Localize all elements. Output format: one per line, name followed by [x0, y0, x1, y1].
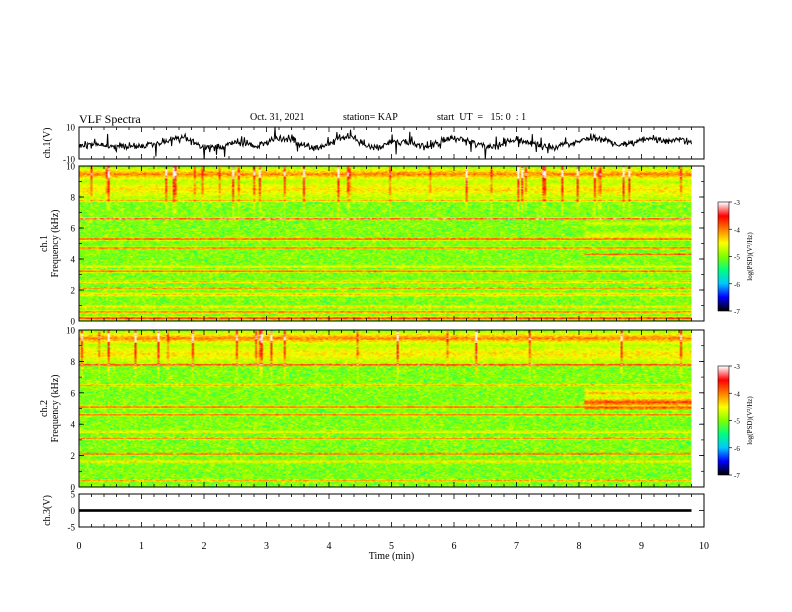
observation-date: Oct. 31, 2021 — [250, 112, 305, 123]
x-tick-label: 1 — [139, 541, 144, 552]
x-tick-label: 0 — [77, 541, 82, 552]
ch1-spectrogram-y-tick-label: 6 — [71, 224, 76, 234]
colorbar-tick-label: -3 — [734, 199, 740, 207]
ch2-spectrogram-y-tick-label: 10 — [66, 326, 76, 336]
ch1-waveform-trace — [78, 126, 692, 160]
ch2-spectrogram-y-tick-label: 4 — [71, 420, 76, 430]
figure-title: VLF Spectra — [79, 112, 141, 126]
x-tick-label: 2 — [202, 541, 207, 552]
ch3-waveform-band — [79, 509, 692, 512]
ch1-waveform-y-tick-label: -10 — [63, 155, 75, 165]
ch3-waveform-y-tick-label: -5 — [68, 523, 76, 533]
ch1-waveform-y-label: ch.1(V) — [42, 128, 53, 159]
ch2-spectrogram-y-tick-label: 2 — [71, 451, 76, 461]
ch2-spectrogram-y-tick-label: 8 — [71, 357, 76, 367]
x-tick-label: 9 — [639, 541, 644, 552]
ch1-spectrogram-y-tick-label: 8 — [71, 193, 76, 203]
ch2-spectrogram-y-tick-label: 0 — [71, 483, 76, 493]
ch1-spectrogram-y-tick-label: 10 — [66, 162, 76, 172]
x-tick-label: 10 — [699, 541, 709, 552]
station-label: station= KAP — [343, 112, 398, 123]
ch3-waveform-y-label: ch.3(V) — [42, 495, 53, 526]
ch1-colorbar: -3 -4 -5 -6 -7 log(PSD)(V²/Hz) — [717, 199, 754, 316]
colorbar-label: log(PSD)(V²/Hz) — [746, 396, 754, 445]
ch1-waveform-y-tick-label: 10 — [66, 123, 76, 133]
colorbar-tick-label: -7 — [734, 308, 740, 316]
colorbar-tick-label: -3 — [734, 363, 740, 371]
x-tick-label: 5 — [389, 541, 394, 552]
x-tick-label: 3 — [264, 541, 269, 552]
colorbar-tick-label: -6 — [734, 281, 740, 289]
ch2-spectrogram-y-tick-label: 6 — [71, 388, 76, 398]
x-tick-label: 4 — [327, 541, 332, 552]
ch1-spectrogram-y-tick-label: 2 — [71, 286, 76, 296]
ch1-colorbar-gradient — [718, 202, 729, 311]
start-ut-label: start UT = 15: 0 : 1 — [437, 112, 527, 123]
colorbar-label: log(PSD)(V²/Hz) — [746, 232, 754, 281]
colorbar-tick-label: -7 — [734, 472, 740, 480]
x-tick-label: 7 — [514, 541, 519, 552]
colorbar-tick-label: -5 — [734, 418, 740, 426]
ch1-spectrogram-y-tick-label: 0 — [71, 317, 76, 327]
x-axis-label: Time (min) — [369, 551, 414, 562]
ch3-waveform-y-tick-label: 5 — [71, 490, 76, 500]
ch1-spectrogram-y-tick-label: 4 — [71, 255, 76, 265]
colorbar-tick-label: -5 — [734, 254, 740, 262]
colorbar-tick-label: -6 — [734, 445, 740, 453]
ch1-spectrogram-panel — [79, 166, 692, 321]
ch1-spectrogram-y-label: ch.1 — [39, 235, 50, 252]
colorbar-tick-label: -4 — [734, 390, 740, 398]
ch1-spectrogram-image — [79, 166, 692, 321]
ch2-spectrogram-y-label: Frequency (kHz) — [50, 374, 61, 442]
ch2-colorbar: -3 -4 -5 -6 -7 log(PSD)(V²/Hz) — [717, 363, 754, 480]
x-tick-label: 8 — [577, 541, 582, 552]
ch2-spectrogram-y-label: ch.2 — [39, 400, 50, 417]
ch1-waveform-panel — [78, 126, 692, 160]
x-tick-label: 6 — [452, 541, 457, 552]
ch2-spectrogram-panel — [79, 330, 692, 487]
ch1-spectrogram-y-label: Frequency (kHz) — [50, 209, 61, 277]
ch3-waveform-panel — [79, 509, 692, 512]
colorbar-tick-label: -4 — [734, 226, 740, 234]
ch2-colorbar-gradient — [718, 366, 729, 475]
ch2-spectrogram-image — [79, 330, 692, 487]
ch3-waveform-y-tick-label: 0 — [71, 506, 76, 516]
